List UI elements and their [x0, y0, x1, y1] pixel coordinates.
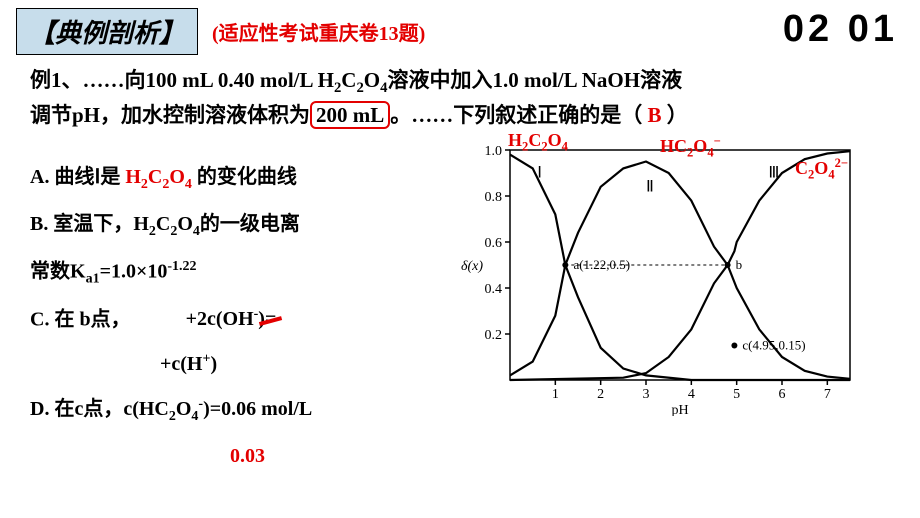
- svg-text:6: 6: [779, 387, 786, 402]
- option-a-suffix: 的变化曲线: [197, 166, 297, 188]
- option-c: C. 在 b点， +2c(OH-)=: [30, 304, 450, 335]
- option-b: B. 室温下，H2C2O4的一级电离: [30, 209, 450, 242]
- svg-text:pH: pH: [671, 403, 688, 416]
- svg-text:3: 3: [643, 387, 650, 402]
- option-b-sub: a1: [86, 272, 100, 287]
- svg-text:δ(x): δ(x): [461, 259, 483, 274]
- svg-text:0.4: 0.4: [485, 282, 503, 297]
- svg-text:2: 2: [597, 387, 604, 402]
- svg-text:1: 1: [552, 387, 559, 402]
- option-d-text: D. 在c点，c(HC2O4-)=0.06 mol/L: [30, 398, 312, 420]
- strike-icon: =: [265, 304, 276, 334]
- option-b-line2: 常数Ka1=1.0×10-1.22: [30, 256, 450, 290]
- problem-line2-end: ）: [667, 103, 688, 127]
- option-d: D. 在c点，c(HC2O4-)=0.06 mol/L: [30, 393, 450, 427]
- option-b-eq: =1.0×10: [100, 261, 168, 283]
- species2-label: HC2O4−: [660, 134, 721, 161]
- svg-text:0.6: 0.6: [485, 236, 503, 251]
- svg-text:a(1.22,0.5): a(1.22,0.5): [573, 257, 630, 272]
- problem-statement: 例1、……向100 mL 0.40 mol/L H2C2O4溶液中加入1.0 m…: [0, 59, 920, 132]
- svg-text:Ⅰ: Ⅰ: [537, 165, 542, 182]
- option-c-prefix: C. 在 b点，: [30, 308, 131, 330]
- svg-text:5: 5: [733, 387, 740, 402]
- option-d-correction: 0.03: [230, 441, 450, 471]
- answer-letter: B: [648, 103, 662, 127]
- boxed-volume: 200 mL: [310, 101, 390, 129]
- option-c-line2: +c(H+): [160, 348, 450, 379]
- option-a: A. 曲线Ⅰ是 H2C2O4 的变化曲线: [30, 162, 450, 195]
- species3-label: C2O42−: [795, 156, 848, 183]
- svg-text:0.8: 0.8: [485, 190, 503, 205]
- species1-label: H2C2O4: [508, 130, 568, 155]
- problem-line1-mid: 溶液中加入1.0 mol/L NaOH溶液: [387, 68, 682, 92]
- section-title: 【典例剖析】: [16, 8, 198, 55]
- svg-text:4: 4: [688, 387, 695, 402]
- option-a-prefix: A. 曲线Ⅰ是: [30, 166, 120, 188]
- option-c-hplus: +c(H+): [160, 353, 217, 375]
- timer-display: 02 01: [783, 8, 898, 51]
- svg-text:Ⅲ: Ⅲ: [768, 165, 779, 182]
- problem-line2-prefix: 调节pH，加水控制溶液体积为: [30, 103, 310, 127]
- problem-line2-suffix: 。……下列叙述正确的是（: [390, 103, 642, 127]
- svg-text:Ⅱ: Ⅱ: [646, 178, 654, 195]
- svg-text:c(4.95,0.15): c(4.95,0.15): [742, 337, 805, 352]
- option-b-line1: B. 室温下，H2C2O4的一级电离: [30, 213, 300, 235]
- option-c-mid: +2c(OH-)=: [186, 308, 277, 330]
- svg-text:0.2: 0.2: [485, 328, 503, 343]
- options-list: A. 曲线Ⅰ是 H2C2O4 的变化曲线 B. 室温下，H2C2O4的一级电离 …: [30, 132, 450, 471]
- svg-text:7: 7: [824, 387, 831, 402]
- svg-text:1.0: 1.0: [485, 144, 503, 159]
- option-b-exp: -1.22: [167, 259, 196, 274]
- svg-text:b: b: [736, 257, 743, 272]
- option-a-formula: H2C2O4: [125, 166, 192, 188]
- source-note: (适应性考试重庆卷13题): [212, 17, 425, 46]
- problem-line1-prefix: 例1、……向100 mL 0.40 mol/L H: [30, 68, 334, 92]
- option-b-k: 常数K: [30, 261, 86, 283]
- chart-container: H2C2O4 HC2O4− C2O42− 0.2 0.4 0.6 0.8 1.0 1 2 3 4…: [450, 132, 910, 471]
